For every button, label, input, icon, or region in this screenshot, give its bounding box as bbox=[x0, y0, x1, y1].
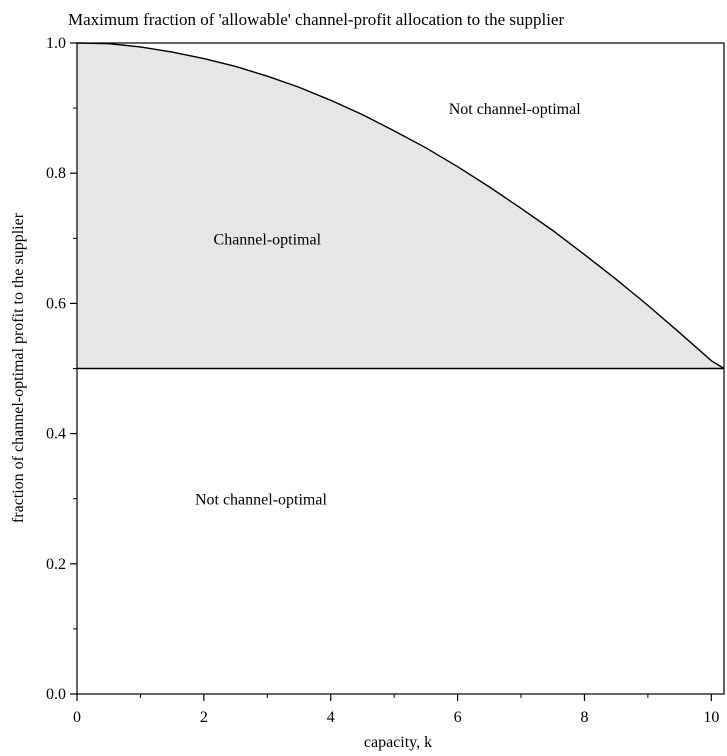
shaded-region bbox=[77, 43, 724, 369]
region-annotation: Not channel-optimal bbox=[449, 101, 582, 118]
x-tick-label: 4 bbox=[327, 709, 335, 726]
chart-title: Maximum fraction of 'allowable' channel-… bbox=[68, 10, 564, 29]
plot-area: 0 2 4 6 8 10 0.0 0.2 0.4 0.6 0.8 1.0 Not channel-opt… bbox=[46, 35, 725, 726]
y-tick-label: 1.0 bbox=[46, 35, 66, 52]
y-tick-label: 0.4 bbox=[46, 426, 66, 443]
series-line-curve bbox=[76, 42, 725, 370]
x-tick-label: 8 bbox=[580, 709, 588, 726]
x-tick-label: 0 bbox=[73, 709, 81, 726]
region-annotation: Channel-optimal bbox=[214, 231, 322, 248]
x-tick-label: 6 bbox=[454, 709, 462, 726]
x-tick-label: 2 bbox=[200, 709, 208, 726]
x-tick-label: 10 bbox=[703, 709, 719, 726]
y-tick-label: 0.8 bbox=[46, 165, 66, 182]
y-tick-label: 0.0 bbox=[46, 686, 66, 703]
y-axis-label: fraction of channel-optimal profit to th… bbox=[10, 212, 27, 523]
region-annotation: Not channel-optimal bbox=[195, 492, 328, 509]
y-tick-label: 0.2 bbox=[46, 556, 66, 573]
y-tick-label: 0.6 bbox=[46, 295, 66, 312]
x-axis-label: capacity, k bbox=[364, 734, 432, 751]
